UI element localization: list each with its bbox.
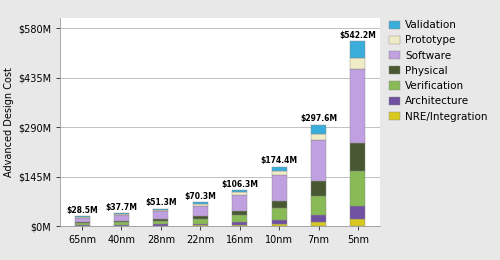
- Text: $542.2M: $542.2M: [340, 31, 376, 40]
- Bar: [272, 175, 286, 201]
- Bar: [74, 225, 90, 226]
- Bar: [272, 201, 286, 208]
- Bar: [154, 219, 168, 221]
- Bar: [154, 209, 168, 210]
- Bar: [272, 220, 286, 224]
- Bar: [114, 215, 129, 221]
- Bar: [350, 219, 366, 226]
- Legend: Validation, Prototype, Software, Physical, Verification, Architecture, NRE/Integ: Validation, Prototype, Software, Physica…: [388, 19, 488, 122]
- Text: $297.6M: $297.6M: [300, 114, 337, 123]
- Bar: [114, 221, 129, 222]
- Bar: [193, 225, 208, 226]
- Bar: [114, 225, 129, 226]
- Bar: [350, 143, 366, 171]
- Bar: [232, 195, 247, 211]
- Bar: [311, 140, 326, 180]
- Bar: [311, 222, 326, 226]
- Bar: [232, 215, 247, 222]
- Bar: [272, 167, 286, 171]
- Bar: [272, 208, 286, 220]
- Bar: [154, 211, 168, 219]
- Bar: [350, 206, 366, 219]
- Text: $51.3M: $51.3M: [145, 198, 176, 207]
- Bar: [74, 223, 90, 225]
- Bar: [232, 192, 247, 195]
- Bar: [114, 214, 129, 215]
- Text: $174.4M: $174.4M: [260, 156, 298, 165]
- Text: $70.3M: $70.3M: [184, 192, 216, 201]
- Bar: [232, 225, 247, 226]
- Bar: [74, 218, 90, 222]
- Bar: [350, 41, 366, 58]
- Bar: [272, 224, 286, 226]
- Bar: [232, 190, 247, 192]
- Bar: [272, 171, 286, 175]
- Bar: [193, 216, 208, 219]
- Bar: [154, 225, 168, 226]
- Y-axis label: Advanced Design Cost: Advanced Design Cost: [4, 67, 14, 177]
- Bar: [193, 206, 208, 216]
- Bar: [350, 171, 366, 206]
- Bar: [154, 210, 168, 211]
- Bar: [311, 196, 326, 215]
- Bar: [74, 222, 90, 223]
- Bar: [154, 221, 168, 224]
- Bar: [311, 215, 326, 222]
- Bar: [350, 69, 366, 143]
- Bar: [193, 202, 208, 204]
- Bar: [232, 211, 247, 215]
- Bar: [350, 58, 366, 69]
- Text: $37.7M: $37.7M: [106, 203, 138, 212]
- Bar: [193, 204, 208, 206]
- Bar: [114, 222, 129, 225]
- Bar: [193, 224, 208, 225]
- Bar: [232, 222, 247, 225]
- Bar: [311, 134, 326, 140]
- Bar: [154, 224, 168, 225]
- Text: $106.3M: $106.3M: [221, 180, 258, 188]
- Bar: [311, 125, 326, 134]
- Text: $28.5M: $28.5M: [66, 206, 98, 215]
- Bar: [193, 219, 208, 224]
- Bar: [311, 180, 326, 196]
- Bar: [114, 213, 129, 214]
- Bar: [74, 217, 90, 218]
